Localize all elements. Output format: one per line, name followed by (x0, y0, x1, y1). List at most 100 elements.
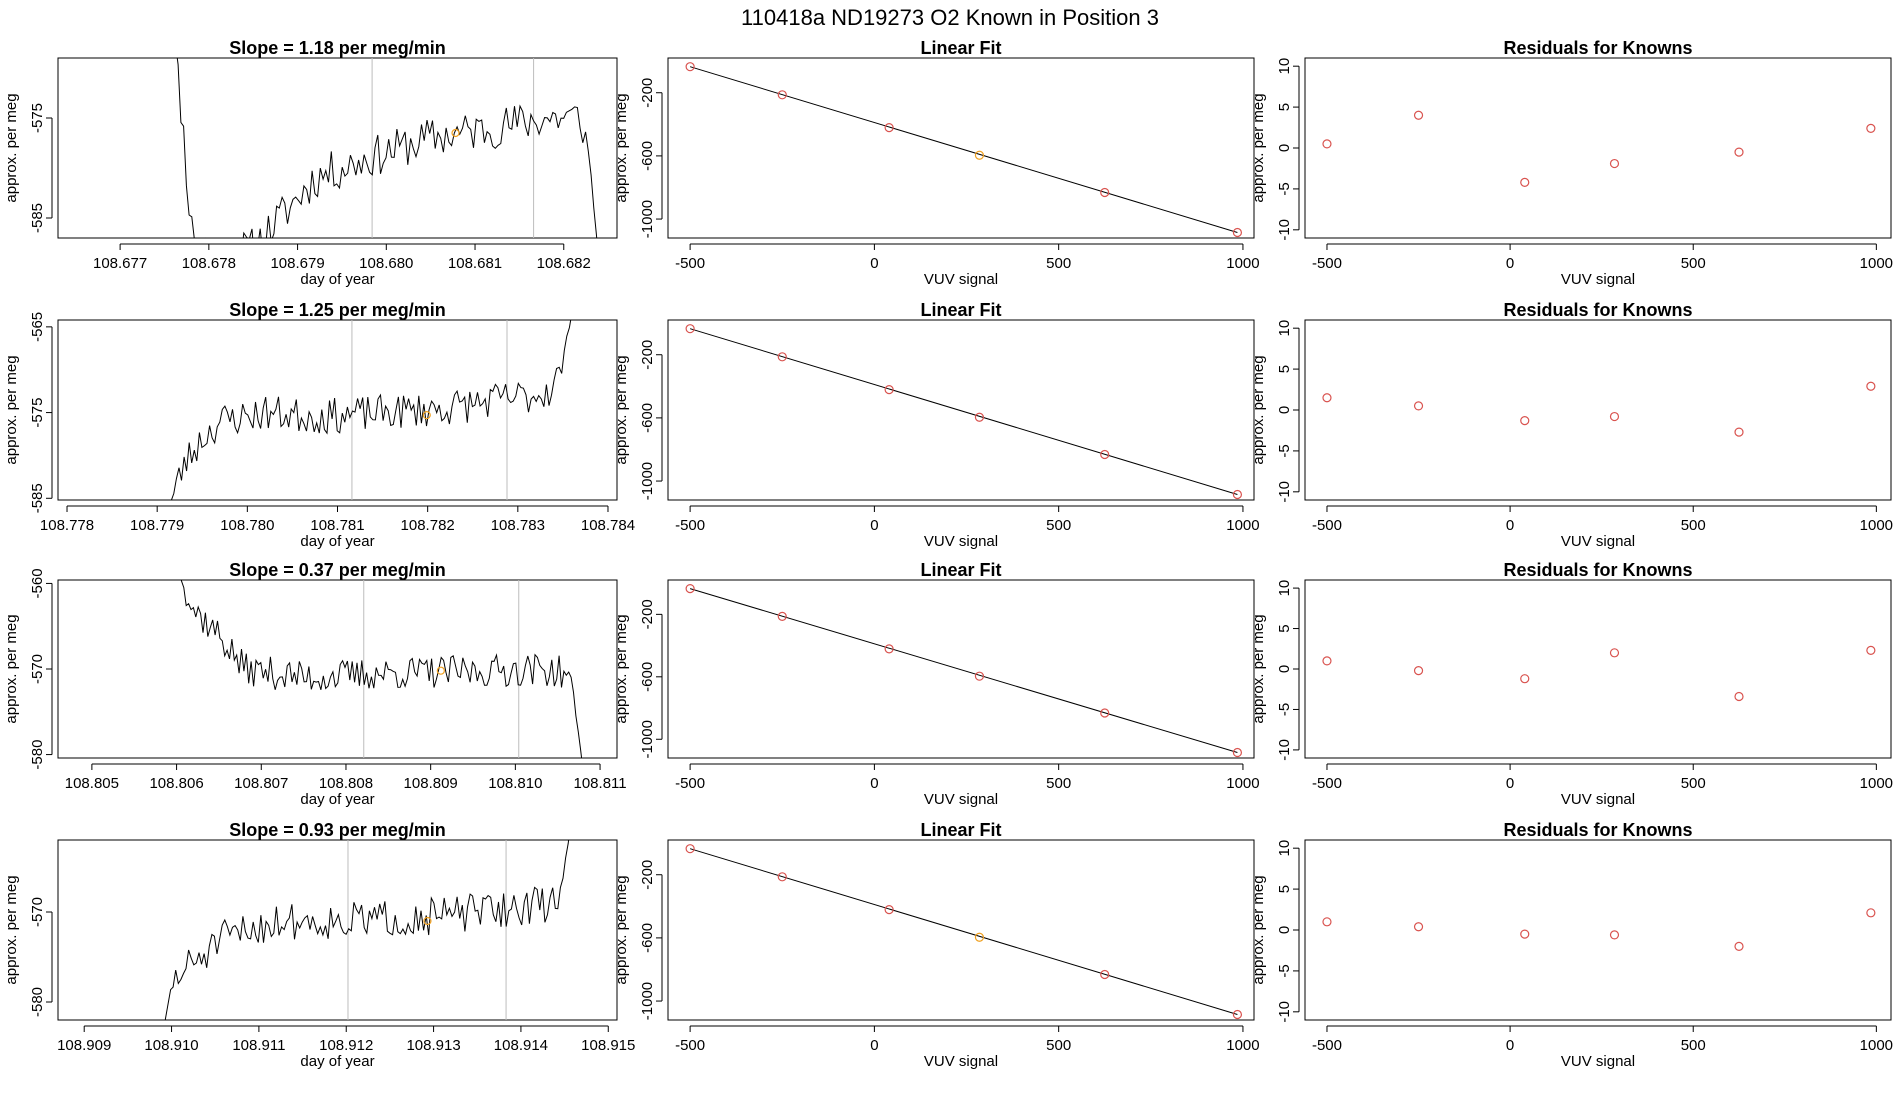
y-tick-label: 0 (1276, 665, 1293, 673)
plot-content (164, 840, 570, 1020)
y-axis-label: approx. per meg (613, 355, 630, 464)
y-tick-label: -200 (639, 340, 656, 370)
x-tick-label: 108.784 (581, 517, 635, 534)
y-tick-label: -10 (1276, 1001, 1293, 1023)
known-point-marker (422, 411, 431, 420)
data-point (884, 123, 894, 133)
data-point (1734, 941, 1744, 951)
data-point (1322, 917, 1332, 927)
known-point-marker (423, 916, 432, 926)
y-axis-label: approx. per meg (613, 93, 630, 202)
y-tick-label: 10 (1276, 840, 1293, 857)
y-axis-label: approx. per meg (613, 875, 630, 984)
panel-r4-c1: Slope = 0.93 per meg/min 108.909 108.910 10… (3, 820, 635, 1070)
y-tick-label: -585 (29, 203, 46, 233)
x-tick-label: 500 (1681, 517, 1706, 534)
y-tick-label: -580 (29, 987, 46, 1017)
data-point (685, 324, 695, 334)
x-tick-label: 108.811 (574, 775, 627, 792)
x-tick-label: 108.782 (401, 517, 455, 534)
data-point (1100, 449, 1110, 460)
panel-r2-c2: Linear Fit -500 0 500 1000 VUV signal -200 -600… (613, 300, 1260, 550)
y-tick-label: -560 (29, 568, 46, 598)
x-axis-label: day of year (300, 533, 374, 550)
panel-title: Slope = 0.93 per meg/min (229, 820, 446, 840)
y-tick-label: 10 (1276, 320, 1293, 337)
y-tick-label: 10 (1276, 58, 1293, 75)
x-tick-label: 500 (1046, 255, 1071, 272)
x-tick-label: 108.783 (491, 517, 545, 534)
plot-frame (57, 839, 618, 1021)
x-tick-label: 0 (870, 775, 878, 792)
y-tick-label: -5 (1276, 444, 1293, 457)
data-trace (164, 840, 570, 1020)
data-point (1734, 427, 1744, 437)
panel-r4-c3: Residuals for Knowns -500 0 500 1000 VUV sign… (1250, 820, 1893, 1070)
y-tick-label: -570 (29, 654, 46, 684)
plot-frame (57, 319, 618, 501)
plot-frame (667, 319, 1255, 501)
x-tick-label: 500 (1681, 775, 1706, 792)
x-tick-label: -500 (1312, 255, 1342, 272)
data-point (1520, 929, 1530, 939)
y-tick-label: -600 (639, 403, 656, 433)
x-axis-label: day of year (300, 791, 374, 808)
x-tick-label: 108.810 (488, 775, 542, 792)
data-point (1322, 139, 1332, 149)
data-point (1413, 922, 1424, 932)
x-tick-label: 108.914 (494, 1037, 548, 1054)
x-tick-label: 1000 (1226, 775, 1259, 792)
x-tick-label: 108.806 (149, 775, 203, 792)
panel-r3-c2: Linear Fit -500 0 500 1000 VUV signal -200 -600… (613, 560, 1260, 808)
x-tick-label: 1000 (1860, 1037, 1893, 1054)
data-point (1734, 691, 1744, 702)
data-point (777, 90, 787, 100)
x-tick-label: 108.779 (130, 517, 184, 534)
x-axis-label: VUV signal (1561, 533, 1635, 550)
x-tick-label: 0 (870, 517, 878, 534)
x-axis-label: VUV signal (1561, 271, 1635, 288)
plot-frame (57, 579, 618, 759)
y-axis-label: approx. per meg (3, 614, 20, 723)
plot-content (176, 58, 598, 238)
x-tick-label: 108.807 (234, 775, 288, 792)
data-point (1100, 187, 1110, 198)
y-axis-label: approx. per meg (3, 93, 20, 202)
x-tick-label: 500 (1046, 1037, 1071, 1054)
plot-content (180, 580, 583, 758)
data-point (884, 385, 894, 395)
x-tick-label: 108.679 (270, 255, 324, 272)
data-point (777, 872, 787, 882)
data-point (1520, 177, 1530, 187)
figure-title: 110418a ND19273 O2 Known in Position 3 (741, 5, 1159, 30)
y-tick-label: -600 (639, 662, 656, 692)
fit-line (689, 66, 1238, 233)
panel-title: Slope = 0.37 per meg/min (229, 560, 446, 580)
x-tick-label: 108.909 (57, 1037, 111, 1054)
x-tick-label: 108.808 (319, 775, 373, 792)
y-tick-label: -575 (29, 103, 46, 133)
y-tick-label: -585 (29, 483, 46, 513)
y-axis-label: approx. per meg (3, 355, 20, 464)
x-tick-label: 1000 (1860, 255, 1893, 272)
x-tick-label: 1000 (1226, 517, 1259, 534)
plot-content (685, 583, 1243, 758)
fit-line (689, 848, 1238, 1015)
data-point (1609, 930, 1620, 940)
plot-frame (667, 57, 1255, 239)
panel-title: Slope = 1.18 per meg/min (229, 38, 446, 58)
x-tick-label: -500 (675, 255, 705, 272)
fit-line (689, 588, 1238, 754)
x-axis-label: day of year (300, 271, 374, 288)
x-tick-label: 108.682 (537, 255, 591, 272)
x-tick-label: 1000 (1860, 775, 1893, 792)
data-point (1520, 674, 1530, 684)
data-point (1734, 147, 1744, 157)
data-point (1413, 666, 1424, 676)
x-tick-label: -500 (1312, 1037, 1342, 1054)
plot-content (685, 844, 1243, 1020)
plot-frame (1304, 839, 1892, 1021)
x-tick-label: 0 (870, 255, 878, 272)
data-point (1100, 708, 1110, 718)
